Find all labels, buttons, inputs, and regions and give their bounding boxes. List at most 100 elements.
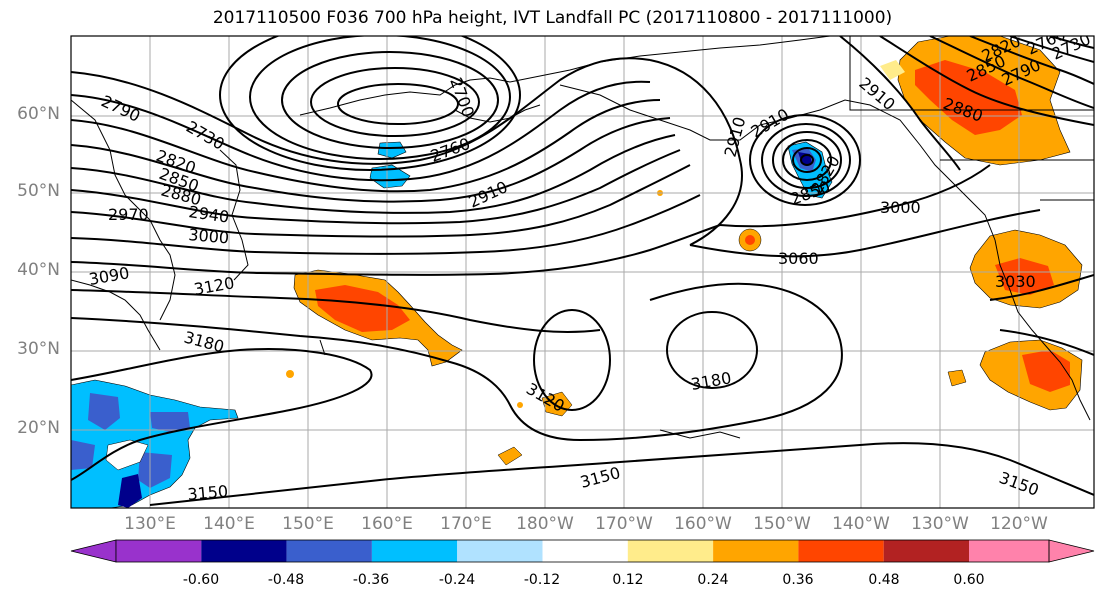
contour-label: 3030: [995, 272, 1036, 291]
height-contour: [719, 164, 991, 228]
lon-label-140e: 140°E: [203, 514, 255, 534]
lon-label-160e: 160°E: [361, 514, 413, 534]
lon-label-160w: 160°W: [674, 514, 732, 534]
height-contour: [533, 309, 611, 411]
positive-region-california-north-core: [995, 258, 1054, 295]
height-contour: [999, 329, 1094, 356]
height-contour: [1009, 36, 1094, 63]
lon-label-170e: 170°E: [440, 514, 492, 534]
colorbar-segment: [713, 540, 799, 562]
colorbar-segment: [883, 540, 969, 562]
colorbar-segment: [116, 540, 202, 562]
height-contour: [689, 209, 1041, 258]
colorbar-tick-label: 0.12: [612, 572, 644, 588]
lon-label-120w: 120°W: [990, 514, 1048, 534]
colorbar-tick-label: -0.48: [267, 572, 305, 588]
lon-label-150w: 150°W: [753, 514, 811, 534]
height-contour: [1049, 36, 1094, 49]
lon-label-150e: 150°E: [282, 514, 334, 534]
height-contour: [782, 139, 832, 181]
colorbar-segment: [798, 540, 884, 562]
lat-label-30n: 30°N: [17, 339, 60, 359]
colorbar-tick-label: 0.60: [953, 572, 985, 588]
height-contour: [71, 282, 843, 442]
positive-spot: [947, 369, 967, 387]
white-hole-southwest: [105, 439, 149, 471]
colorbar-segment: [542, 540, 628, 562]
height-contour: [71, 289, 601, 333]
colorbar-tick-label: 0.48: [868, 572, 900, 588]
colorbar-segment: [286, 540, 372, 562]
positive-region-central-pacific-core: [315, 285, 410, 332]
colorbar-tick-label: 0.36: [782, 572, 814, 588]
height-contour: [219, 36, 521, 171]
contour-label: 3000: [188, 225, 230, 247]
contour-label: 3060: [778, 249, 819, 268]
negative-region-aleutian: [369, 141, 411, 189]
height-contour: [149, 442, 1094, 506]
height-contour: [71, 224, 721, 276]
height-contour: [337, 83, 459, 125]
colorbar-tick-label: 0.24: [697, 572, 729, 588]
colorbar-tick-label: -0.36: [352, 572, 390, 588]
height-contour: [666, 311, 758, 389]
height-contour: [71, 57, 651, 165]
height-contour: [839, 36, 961, 171]
height-contour: [929, 36, 1094, 109]
height-contour: [761, 123, 851, 197]
colorbar-extend-high: [1048, 539, 1095, 563]
height-contour: [71, 164, 691, 238]
colorbar-tick-label: -0.60: [182, 572, 220, 588]
height-contour: [71, 134, 676, 214]
colorbar-segment: [371, 540, 458, 562]
positive-spot: [286, 370, 294, 378]
height-contour: [969, 36, 1094, 85]
lon-label-130w: 130°W: [911, 514, 969, 534]
colorbar: [70, 539, 1095, 563]
colorbar-border: [115, 539, 1050, 563]
colorbar-segment: [627, 540, 714, 562]
height-contours: [71, 36, 1094, 506]
colorbar-tick-label: -0.12: [523, 572, 561, 588]
height-contour: [879, 36, 1094, 126]
height-contour: [71, 348, 373, 481]
colorbar-segment: [969, 540, 1049, 562]
map-border: [70, 35, 1095, 509]
contour-label: 3000: [880, 198, 921, 217]
coastlines: [71, 36, 1094, 439]
height-contour: [71, 117, 671, 203]
gridlines: [71, 36, 1094, 508]
positive-region-california-south-core: [1022, 350, 1070, 392]
positive-region-northeast-edge: [880, 60, 905, 80]
positive-spot: [517, 402, 523, 408]
lon-label-140w: 140°W: [832, 514, 890, 534]
height-contour: [249, 36, 511, 160]
height-contour: [71, 99, 661, 193]
colorbar-segment: [457, 540, 543, 562]
height-contour: [772, 131, 842, 189]
lon-label-180w: 180°W: [516, 514, 574, 534]
lat-label-40n: 40°N: [17, 260, 60, 280]
colorbar-extend-low: [70, 539, 117, 563]
height-contour: [71, 194, 701, 255]
height-contour: [749, 114, 861, 206]
height-contour: [71, 149, 681, 225]
map-title: 2017110500 F036 700 hPa height, IVT Land…: [212, 8, 893, 28]
height-contour: [310, 67, 480, 137]
lon-label-130e: 130°E: [124, 514, 176, 534]
colorbar-tick-label: -0.24: [438, 572, 476, 588]
lat-label-60n: 60°N: [17, 104, 60, 124]
contour-label: 3150: [187, 482, 229, 504]
lon-label-170w: 170°W: [595, 514, 653, 534]
lat-label-20n: 20°N: [17, 418, 60, 438]
height-contour: [71, 80, 651, 182]
negative-region-southwest-core: [118, 474, 142, 508]
height-contour: [989, 274, 1094, 301]
height-contour: [800, 154, 814, 166]
positive-spot: [497, 446, 523, 466]
positive-spot: [745, 235, 755, 245]
contour-label: 2970: [108, 205, 149, 224]
negative-region-southwest-mid: [71, 393, 190, 488]
height-contour: [792, 147, 822, 173]
